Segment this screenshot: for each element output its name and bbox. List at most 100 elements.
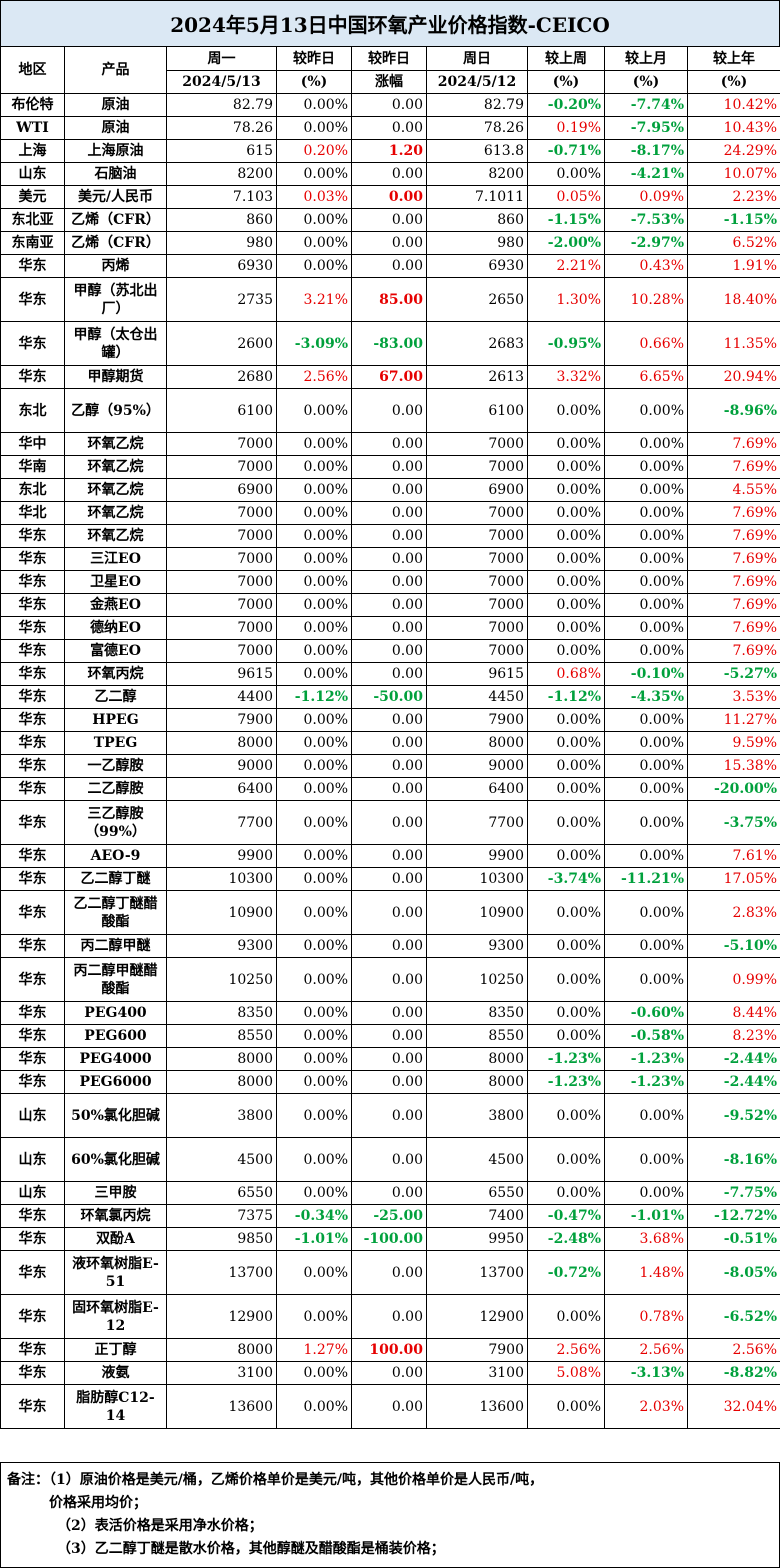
cell-region: 华东 [0, 844, 65, 868]
col-header-prev-date: 2024/5/12 [426, 70, 528, 94]
cell-week: 0.00% [527, 1024, 605, 1048]
cell-today: 3800 [166, 1093, 277, 1138]
cell-year: -8.16% [687, 1137, 780, 1182]
cell-month: 0.00% [604, 731, 688, 755]
cell-today: 7000 [166, 639, 277, 663]
cell-chg-pct: -1.12% [276, 685, 352, 709]
note-line-2: 价格采用均价； [49, 1495, 147, 1511]
cell-chg-pct: 0.00% [276, 116, 352, 140]
cell-product: 丙烯 [64, 254, 167, 278]
cell-product: 三乙醇胺（99%） [64, 800, 167, 845]
cell-month: -7.53% [604, 208, 688, 232]
cell-chg-pct: 0.00% [276, 890, 352, 935]
cell-product: 乙烯（CFR） [64, 208, 167, 232]
cell-prev: 8550 [426, 1024, 528, 1048]
cell-product: 上海原油 [64, 139, 167, 163]
cell-chg-pct: -0.34% [276, 1204, 352, 1228]
cell-prev: 10300 [426, 867, 528, 891]
cell-today: 7375 [166, 1204, 277, 1228]
cell-today: 2680 [166, 365, 277, 389]
cell-today: 4400 [166, 685, 277, 709]
cell-year: 7.69% [687, 432, 780, 456]
cell-region: WTI [0, 116, 65, 140]
cell-prev: 8000 [426, 731, 528, 755]
cell-chg-abs: 0.00 [351, 1070, 427, 1094]
cell-region: 华东 [0, 1047, 65, 1071]
cell-region: 东南亚 [0, 231, 65, 255]
cell-chg-abs: 0.00 [351, 1250, 427, 1295]
cell-month: -4.21% [604, 162, 688, 186]
cell-week: 0.68% [527, 662, 605, 686]
cell-today: 4500 [166, 1137, 277, 1182]
cell-chg-pct: 0.00% [276, 501, 352, 525]
cell-region: 华东 [0, 1250, 65, 1295]
cell-chg-abs: 0.00 [351, 208, 427, 232]
cell-prev: 7700 [426, 800, 528, 845]
cell-year: 15.38% [687, 754, 780, 778]
cell-region: 华东 [0, 277, 65, 322]
cell-chg-pct: 0.00% [276, 934, 352, 958]
cell-region: 华东 [0, 731, 65, 755]
cell-product: 环氧乙烷 [64, 478, 167, 502]
cell-region: 东北 [0, 388, 65, 433]
cell-today: 6400 [166, 777, 277, 801]
cell-week: -0.20% [527, 93, 605, 117]
cell-week: 0.00% [527, 708, 605, 732]
cell-prev: 13600 [426, 1384, 528, 1429]
cell-week: 0.00% [527, 1294, 605, 1339]
cell-today: 7000 [166, 547, 277, 571]
table-row: WTI 原油 78.26 0.00% 0.00 78.26 0.19% -7.95% 10.43… [0, 116, 780, 140]
cell-chg-abs: 0.00 [351, 116, 427, 140]
cell-chg-pct: 0.00% [276, 800, 352, 845]
cell-chg-abs: 0.00 [351, 1001, 427, 1025]
cell-prev: 10250 [426, 957, 528, 1002]
cell-region: 华东 [0, 708, 65, 732]
col-header-chg-abs-unit: 涨幅 [351, 70, 427, 94]
cell-prev: 7000 [426, 547, 528, 571]
table-row: 华东 PEG6000 8000 0.00% 0.00 8000 -1.23% -1.23% -2… [0, 1070, 780, 1094]
cell-product: 正丁醇 [64, 1338, 167, 1362]
cell-chg-pct: 0.00% [276, 1181, 352, 1205]
cell-region: 华东 [0, 957, 65, 1002]
cell-year: -20.00% [687, 777, 780, 801]
cell-product: 原油 [64, 93, 167, 117]
cell-region: 华东 [0, 1204, 65, 1228]
cell-year: 10.43% [687, 116, 780, 140]
cell-region: 华东 [0, 254, 65, 278]
cell-product: 乙二醇丁醚 [64, 867, 167, 891]
cell-today: 8000 [166, 731, 277, 755]
cell-prev: 7.1011 [426, 185, 528, 209]
table-row: 华东 甲醇期货 2680 2.56% 67.00 2613 3.32% 6.65% 20.94% [0, 365, 780, 389]
cell-chg-pct: 0.00% [276, 254, 352, 278]
table-row: 华东 PEG600 8550 0.00% 0.00 8550 0.00% -0.58% 8.23… [0, 1024, 780, 1048]
cell-chg-pct: 0.00% [276, 162, 352, 186]
cell-prev: 8200 [426, 162, 528, 186]
cell-week: 0.00% [527, 754, 605, 778]
col-header-week-unit: (%) [527, 70, 605, 94]
cell-today: 8200 [166, 162, 277, 186]
cell-month: -8.17% [604, 139, 688, 163]
cell-region: 华东 [0, 934, 65, 958]
cell-today: 7700 [166, 800, 277, 845]
cell-product: PEG4000 [64, 1047, 167, 1071]
cell-year: 11.35% [687, 321, 780, 366]
cell-week: 0.00% [527, 639, 605, 663]
cell-year: 4.55% [687, 478, 780, 502]
cell-month: -0.58% [604, 1024, 688, 1048]
cell-prev: 82.79 [426, 93, 528, 117]
header-row-2: 2024/5/13 (%) 涨幅 2024/5/12 (%) (%) (%) [1, 70, 780, 94]
cell-month: 0.00% [604, 1137, 688, 1182]
cell-chg-abs: 0.00 [351, 731, 427, 755]
cell-chg-pct: 0.00% [276, 1250, 352, 1295]
cell-month: 0.00% [604, 754, 688, 778]
cell-today: 9850 [166, 1227, 277, 1251]
cell-year: 1.91% [687, 254, 780, 278]
cell-chg-abs: -83.00 [351, 321, 427, 366]
cell-region: 华东 [0, 365, 65, 389]
cell-chg-pct: 0.00% [276, 639, 352, 663]
cell-week: -2.00% [527, 231, 605, 255]
cell-chg-pct: 0.00% [276, 524, 352, 548]
cell-prev: 13700 [426, 1250, 528, 1295]
cell-week: -1.23% [527, 1047, 605, 1071]
cell-month: 0.00% [604, 890, 688, 935]
